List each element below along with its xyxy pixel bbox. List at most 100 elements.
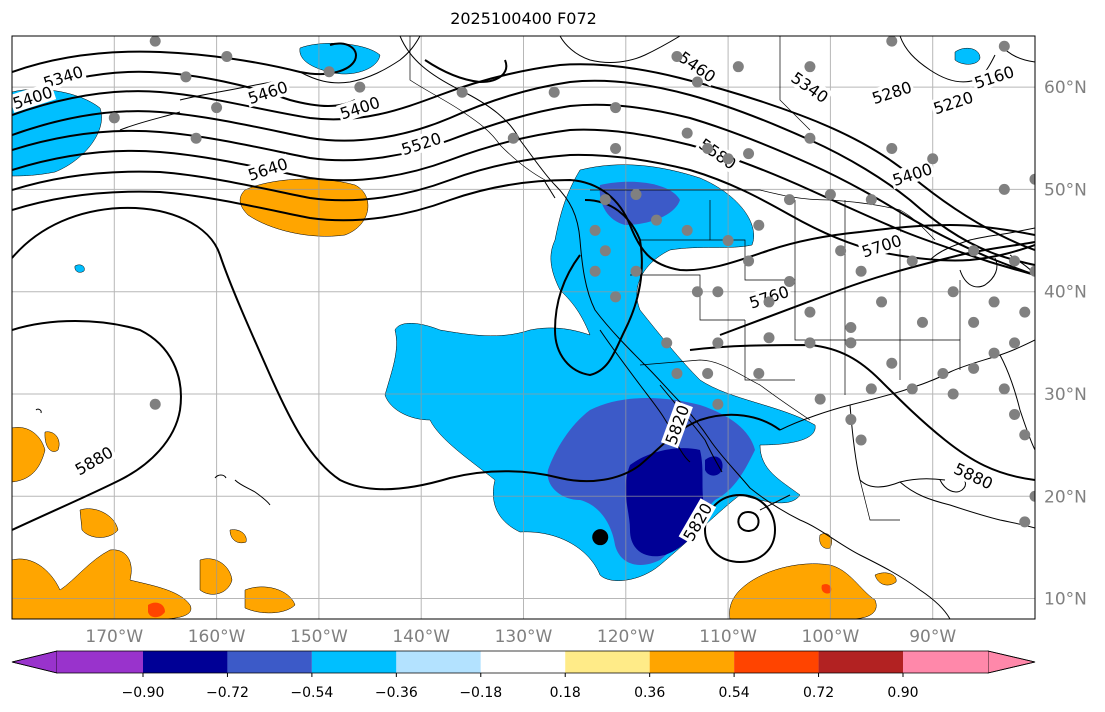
contour-label-bg xyxy=(70,441,118,480)
contour-label-bg xyxy=(336,92,384,123)
strong-negative-anomaly xyxy=(705,456,723,476)
colorbar-tick-label: 0.18 xyxy=(550,685,581,701)
contour-label-bg xyxy=(397,128,445,159)
map-title: 2025100400 F072 xyxy=(450,9,597,28)
station-dot xyxy=(702,143,714,155)
positive-anomaly-region xyxy=(874,572,897,586)
station-dot xyxy=(108,112,120,124)
station-dot xyxy=(988,347,1000,359)
station-dot xyxy=(610,143,622,155)
station-dot xyxy=(998,40,1010,52)
colorbar: −0.90 −0.72 −0.54 −0.36 −0.18 0.18 0.36 0.54 0.7… xyxy=(11,650,1036,701)
station-dot xyxy=(610,291,622,303)
colorbar-segment xyxy=(734,651,819,673)
station-dot xyxy=(681,127,693,139)
colorbar-segment xyxy=(57,651,143,673)
strong-positive-anomaly xyxy=(821,584,832,594)
station-dot xyxy=(927,153,939,165)
station-dot xyxy=(835,245,847,257)
station-dot xyxy=(855,265,867,277)
negative-anomaly-region xyxy=(954,47,981,65)
positive-anomaly-region xyxy=(79,508,119,538)
contour-label-bg xyxy=(857,230,906,262)
colorbar-segment xyxy=(227,651,312,673)
station-dots xyxy=(108,36,1035,528)
strong-positive-anomaly xyxy=(148,602,165,618)
station-dot xyxy=(661,337,673,349)
station-dot xyxy=(211,102,223,114)
colorbar-tick-label: 0.54 xyxy=(719,685,750,701)
station-dot xyxy=(681,224,693,236)
station-dot xyxy=(702,368,714,380)
contour-label-bg xyxy=(244,76,292,108)
colorbar-outline xyxy=(11,650,1036,674)
contour-label-bg xyxy=(244,153,292,185)
station-dot xyxy=(691,76,703,88)
negative-anomaly-region xyxy=(74,264,85,273)
positive-anomaly-region xyxy=(729,563,877,619)
station-dot xyxy=(947,286,959,298)
lat-tick-label: 20°N xyxy=(1044,487,1087,507)
contour-label-bg xyxy=(888,158,936,190)
station-dot xyxy=(1019,306,1031,318)
station-dot xyxy=(1019,516,1031,528)
station-dot xyxy=(763,332,775,344)
station-dot xyxy=(1019,429,1031,441)
station-dot xyxy=(845,337,857,349)
station-dot xyxy=(589,265,601,277)
station-dot xyxy=(845,322,857,333)
station-dot xyxy=(968,245,980,257)
station-dot xyxy=(753,219,765,231)
station-dot xyxy=(149,398,161,410)
position-marker xyxy=(592,529,609,546)
station-dot xyxy=(650,214,662,226)
colorbar-tick-label: −0.36 xyxy=(375,685,418,701)
station-dot xyxy=(507,132,519,144)
station-dot xyxy=(865,194,877,206)
station-dot xyxy=(180,71,192,83)
positive-anomaly-region xyxy=(244,586,296,614)
station-dot xyxy=(589,224,601,236)
lon-tick-label: 160°W xyxy=(188,627,246,647)
contour-label-bg xyxy=(786,67,834,108)
lon-tick-label: 100°W xyxy=(802,627,860,647)
station-dot xyxy=(886,357,898,369)
station-dot xyxy=(916,316,928,328)
station-dot xyxy=(743,255,755,267)
positive-anomaly-region xyxy=(229,529,247,544)
anomaly-shading xyxy=(12,43,981,619)
positive-anomaly-region xyxy=(44,431,60,452)
positive-anomaly-region xyxy=(12,549,192,619)
station-dot xyxy=(630,189,642,201)
colorbar-segment xyxy=(480,651,566,673)
station-dot xyxy=(712,398,724,410)
lat-tick-label: 30°N xyxy=(1044,385,1087,405)
station-dot xyxy=(743,148,755,160)
station-dot xyxy=(947,388,959,400)
station-dot xyxy=(671,50,683,62)
station-dot xyxy=(845,414,857,426)
station-dot xyxy=(814,393,826,405)
lon-tick-label: 170°W xyxy=(85,627,143,647)
contour-label-bg xyxy=(678,498,717,546)
station-dot xyxy=(221,50,233,62)
colorbar-extend-high xyxy=(987,650,1036,674)
contour-label-bg xyxy=(674,46,721,87)
station-dot xyxy=(1009,255,1021,267)
station-dot xyxy=(691,286,703,298)
station-dot xyxy=(824,189,836,201)
lon-tick-label: 110°W xyxy=(699,627,757,647)
station-dot xyxy=(804,306,816,318)
station-dot xyxy=(988,296,1000,308)
coastlines xyxy=(35,36,1035,619)
lat-tick-label: 50°N xyxy=(1044,180,1087,200)
station-dot xyxy=(804,337,816,349)
colorbar-segment xyxy=(565,651,650,673)
station-dot xyxy=(712,337,724,349)
colorbar-tick-label: 0.90 xyxy=(887,685,918,701)
station-dot xyxy=(599,245,611,257)
station-dot xyxy=(998,383,1010,395)
lon-tick-label: 90°W xyxy=(909,627,956,647)
station-dot xyxy=(906,383,918,395)
